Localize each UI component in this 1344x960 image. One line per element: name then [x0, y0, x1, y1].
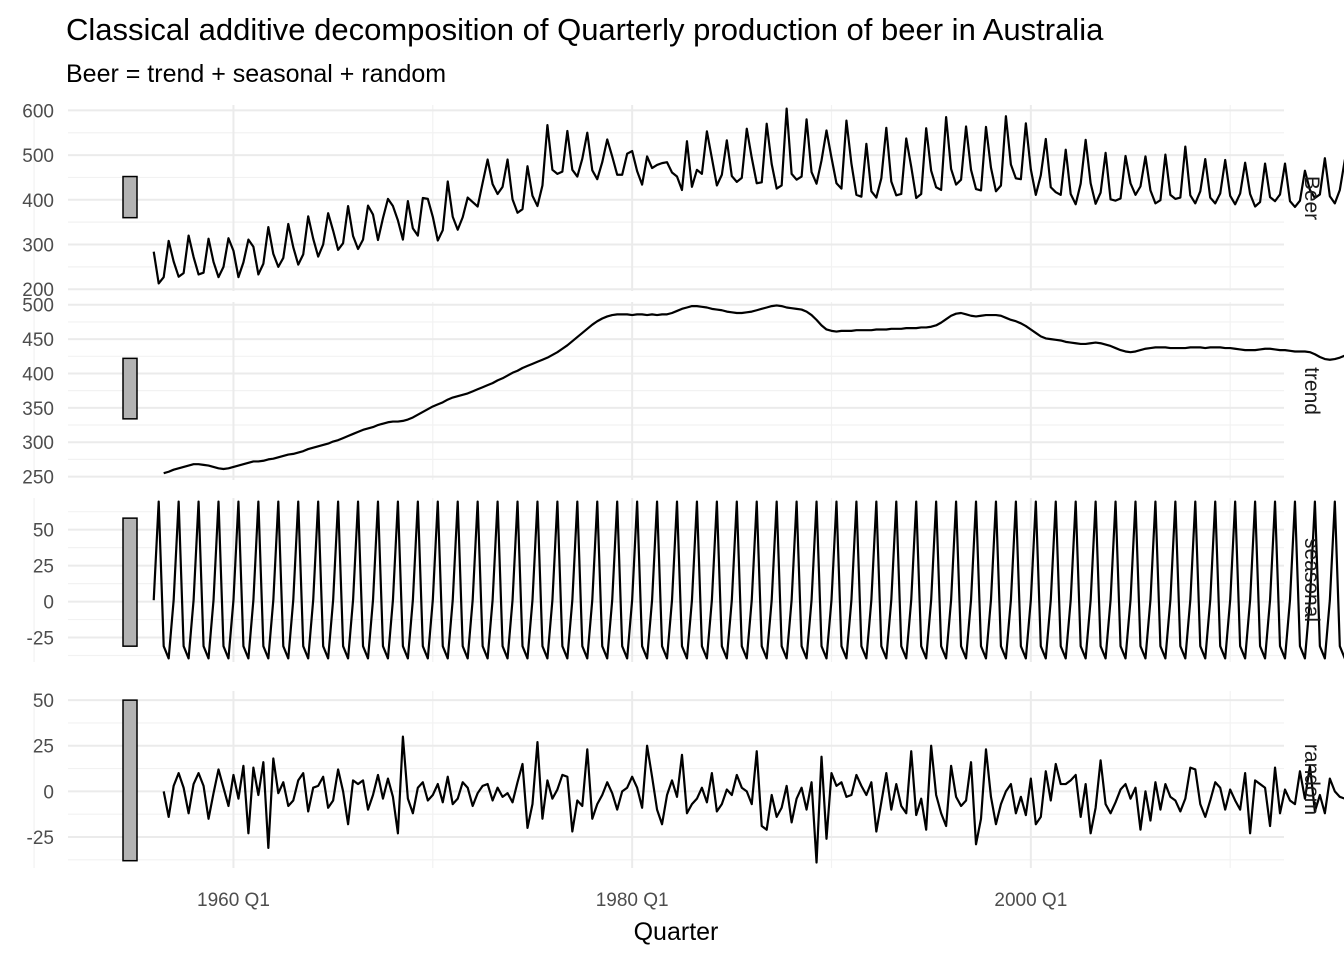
series-line-random — [162, 735, 1344, 864]
y-tick-label: -25 — [27, 629, 54, 650]
x-axis: 1960 Q1 1980 Q1 2000 Q1 — [197, 890, 1067, 911]
y-tick-label: 0 — [43, 782, 54, 803]
strip-label-Beer: Beer — [1300, 176, 1323, 220]
x-axis-label: Quarter — [634, 918, 719, 946]
y-tick-label: 350 — [22, 399, 54, 420]
x-tick-label: 1980 Q1 — [596, 890, 669, 911]
y-tick-label: 450 — [22, 330, 54, 351]
y-tick-label: 25 — [33, 737, 54, 758]
panel-Beer: 200 300 400 500 600 Beer — [22, 101, 1344, 301]
series-line-seasonal — [152, 500, 1344, 660]
y-tick-label: 600 — [22, 101, 54, 122]
strip-label-random: random — [1300, 744, 1323, 815]
panel-trend: 250 300 350 400 450 500 trend — [22, 296, 1344, 489]
y-tick-label: 300 — [22, 433, 54, 454]
y-tick-label: 400 — [22, 364, 54, 385]
y-tick-label: 0 — [43, 593, 54, 614]
range-bar — [122, 175, 138, 219]
x-tick-label: 2000 Q1 — [994, 890, 1067, 911]
y-tick-label: 25 — [33, 557, 54, 578]
range-bar — [122, 357, 138, 420]
y-tick-label: 200 — [22, 280, 54, 301]
y-tick-label: 50 — [33, 691, 54, 712]
series-line-trend — [163, 304, 1344, 475]
range-bar — [122, 517, 138, 647]
y-tick-label: 250 — [22, 468, 54, 489]
panels: 200300400500600Beer250300350400450500tre… — [22, 101, 1344, 868]
chart-title: Classical additive decomposition of Quar… — [66, 12, 1104, 47]
panel-random: -25 0 25 50 random — [27, 691, 1344, 868]
series-line-Beer — [152, 107, 1344, 285]
range-bar — [122, 699, 138, 862]
y-tick-label: 50 — [33, 521, 54, 542]
panel-seasonal: -25 0 25 50 seasonal — [27, 498, 1344, 662]
y-tick-label: 400 — [22, 191, 54, 212]
y-tick-label: -25 — [27, 828, 54, 849]
x-tick-label: 1960 Q1 — [197, 890, 270, 911]
strip-label-seasonal: seasonal — [1300, 538, 1323, 622]
y-tick-label: 300 — [22, 236, 54, 257]
y-tick-label: 500 — [22, 146, 54, 167]
y-tick-label: 500 — [22, 296, 54, 317]
chart-subtitle: Beer = trend + seasonal + random — [66, 60, 446, 88]
strip-label-trend: trend — [1300, 367, 1323, 415]
